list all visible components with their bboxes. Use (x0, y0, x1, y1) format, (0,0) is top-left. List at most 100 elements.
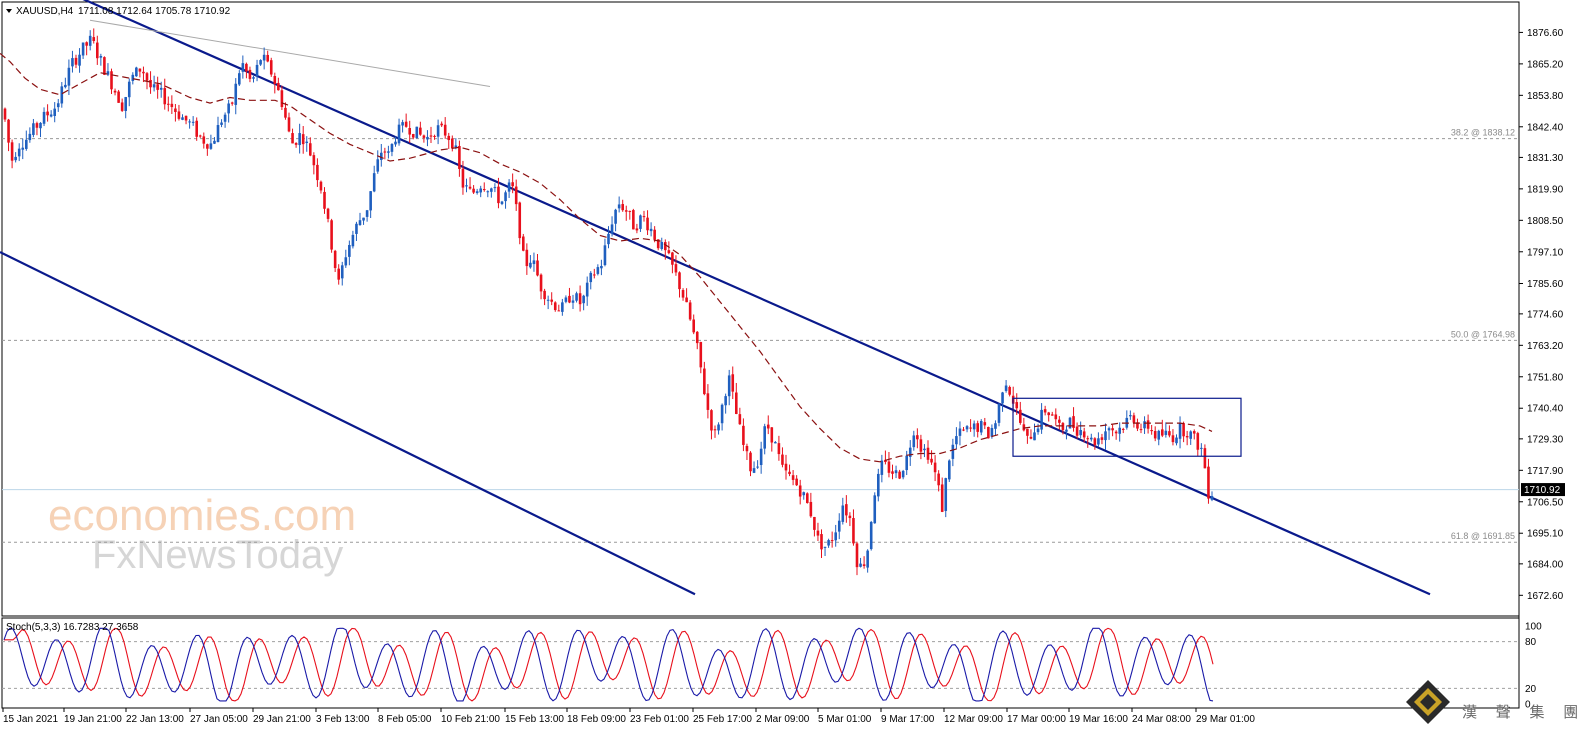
candle-body (529, 262, 532, 268)
candle-body (894, 470, 898, 474)
candle-body (703, 368, 706, 395)
candle-body (103, 57, 106, 75)
candle-body (39, 122, 42, 129)
candle-body (752, 468, 756, 473)
price-tick-label: 1808.50 (1527, 216, 1564, 227)
candle-body (979, 420, 983, 433)
candle-body (596, 267, 600, 274)
time-tick-label: 22 Jan 13:00 (126, 714, 184, 725)
candle-body (387, 151, 390, 153)
candle-body (309, 143, 312, 156)
fib-label: 61.8 @ 1691.85 (1451, 531, 1515, 541)
candle-body (436, 125, 440, 137)
candle-body (525, 249, 529, 267)
candle-body (81, 42, 85, 56)
candle-body (415, 126, 419, 139)
candle-body (1061, 423, 1065, 431)
candle-body (1033, 432, 1036, 441)
candle-body (255, 64, 259, 77)
candle-body (181, 117, 184, 120)
current-price-label: 1710.92 (1524, 485, 1561, 496)
consolidation-box[interactable] (1012, 397, 1242, 457)
candle-body (206, 144, 209, 149)
candle-body (1082, 431, 1086, 438)
candle-body (834, 532, 837, 541)
candle-body (397, 124, 401, 144)
candle-body (419, 127, 422, 135)
candle-body (948, 460, 951, 480)
candle-body (617, 204, 621, 209)
candle-body (323, 191, 326, 209)
candle-body (795, 478, 798, 486)
candle-body (1189, 431, 1192, 439)
candle-body (404, 121, 408, 127)
candle-body (340, 265, 344, 279)
candle-body (837, 520, 841, 532)
candle-body (468, 186, 472, 189)
candle-body (578, 293, 582, 305)
candle-body (394, 141, 397, 145)
candle-body (1111, 428, 1114, 431)
candle-body (1040, 409, 1043, 430)
candle-body (841, 505, 845, 522)
candle-body (944, 478, 948, 511)
candle-body (344, 257, 348, 266)
candle-body (479, 188, 482, 193)
price-tick-label: 1684.00 (1527, 559, 1564, 570)
channel-upper-line (82, 0, 1431, 596)
candle-body (277, 82, 280, 91)
candle-body (610, 224, 614, 234)
candle-body (1161, 429, 1164, 436)
candle-body (720, 404, 724, 424)
candle-body (131, 74, 135, 81)
candle-body (117, 91, 120, 103)
candle-body (1068, 417, 1072, 429)
candle-body (348, 244, 351, 257)
moving-average-line (0, 52, 1213, 463)
candle-body (443, 124, 447, 136)
candle-body (791, 475, 795, 480)
candle-body (291, 133, 294, 144)
candle-body (362, 217, 365, 221)
candle-body (742, 425, 745, 445)
candle-body (209, 143, 213, 149)
candle-body (195, 120, 198, 137)
candle-body (809, 501, 813, 517)
candle-body (972, 423, 976, 430)
candle-body (60, 86, 64, 104)
candle-body (869, 521, 873, 550)
candle-body (603, 245, 607, 266)
candle-body (919, 439, 923, 452)
time-tick-label: 25 Feb 17:00 (693, 714, 752, 725)
candle-body (930, 458, 933, 463)
candle-body (710, 410, 713, 431)
candle-body (706, 393, 710, 410)
candle-body (1164, 430, 1168, 435)
candle-body (1185, 436, 1189, 438)
candle-body (106, 71, 110, 75)
candle-body (514, 186, 518, 205)
candle-body (223, 114, 227, 122)
candle-body (585, 282, 589, 297)
candle-body (56, 103, 60, 108)
candle-body (138, 68, 142, 72)
dropdown-triangle-icon[interactable] (6, 9, 12, 13)
time-tick-label: 8 Feb 05:00 (378, 714, 432, 725)
candle-body (937, 473, 940, 486)
candle-body (301, 134, 305, 145)
candle-body (624, 210, 628, 212)
time-tick-label: 9 Mar 17:00 (881, 714, 935, 725)
candle-body (962, 429, 965, 431)
candle-body (21, 147, 25, 150)
candle-body (1207, 466, 1210, 499)
stoch-label: Stoch(5,3,3) 16.7283 27.3658 (6, 622, 139, 633)
candle-body (1058, 419, 1061, 423)
time-tick-label: 18 Feb 09:00 (567, 714, 626, 725)
ohlc-values: 1711.08 1712.64 1705.78 1710.92 (78, 6, 231, 17)
candle-body (532, 260, 536, 265)
candle-body (85, 42, 88, 46)
candle-body (674, 264, 678, 273)
candle-body (1139, 429, 1143, 431)
candle-body (252, 77, 255, 79)
